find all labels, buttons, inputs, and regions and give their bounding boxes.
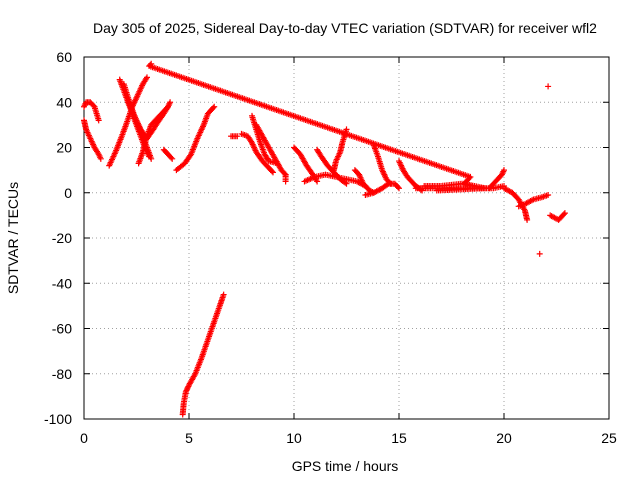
data-point: [143, 75, 150, 82]
x-tick-label: 20: [496, 430, 512, 446]
data-point: [210, 104, 217, 111]
x-axis-label: GPS time / hours: [292, 458, 399, 474]
y-tick-label: 40: [56, 94, 72, 110]
data-point: [148, 155, 155, 162]
x-tick-label: 5: [185, 430, 193, 446]
data-point: [394, 184, 401, 191]
chart-title: Day 305 of 2025, Sidereal Day-to-day VTE…: [93, 20, 597, 36]
data-point: [97, 155, 104, 162]
data-point: [144, 74, 150, 81]
data-point: [270, 169, 276, 176]
x-tick-label: 15: [391, 430, 407, 446]
x-tick-label: 0: [80, 430, 88, 446]
data-point: [183, 387, 190, 394]
data-point: [182, 388, 189, 395]
y-tick-label: -40: [52, 275, 72, 291]
data-point: [396, 185, 402, 192]
data-point: [165, 103, 171, 110]
data-point: [501, 167, 507, 174]
data-point: [169, 155, 176, 162]
y-tick-label: -20: [52, 230, 72, 246]
data-point: [168, 154, 175, 161]
y-tick-label: -60: [52, 321, 72, 337]
data-point: [184, 386, 191, 393]
data-point: [220, 291, 227, 298]
data-point: [282, 178, 289, 185]
data-point: [387, 180, 394, 187]
data-point: [342, 179, 349, 186]
x-tick-label: 10: [286, 430, 302, 446]
data-point: [545, 192, 552, 199]
y-axis-ticks: -100 -80 -60 -40 -20 0 20 40 60: [44, 49, 609, 427]
y-tick-label: 60: [56, 49, 72, 65]
data-point: [343, 180, 350, 187]
data-point: [163, 104, 170, 111]
data-point: [545, 83, 552, 90]
data-point: [524, 216, 531, 223]
data-point: [234, 133, 241, 140]
data-point: [561, 210, 568, 217]
data-point: [433, 187, 440, 194]
data-point: [281, 170, 288, 177]
data-point: [268, 168, 275, 175]
data-point: [167, 99, 174, 106]
data-point: [536, 250, 543, 257]
data-point: [184, 384, 191, 391]
data-points: [81, 60, 568, 418]
y-tick-label: 0: [64, 185, 72, 201]
y-axis-label: SDTVAR / TECUs: [5, 182, 21, 294]
x-tick-label: 25: [601, 430, 617, 446]
x-axis-ticks: 0 5 10 15 20 25: [80, 57, 617, 446]
data-point: [211, 103, 218, 110]
y-tick-label: 20: [56, 140, 72, 156]
data-point: [560, 211, 567, 218]
data-point: [386, 179, 393, 186]
y-tick-label: -100: [44, 411, 72, 427]
y-tick-label: -80: [52, 366, 72, 382]
data-point: [95, 117, 102, 124]
